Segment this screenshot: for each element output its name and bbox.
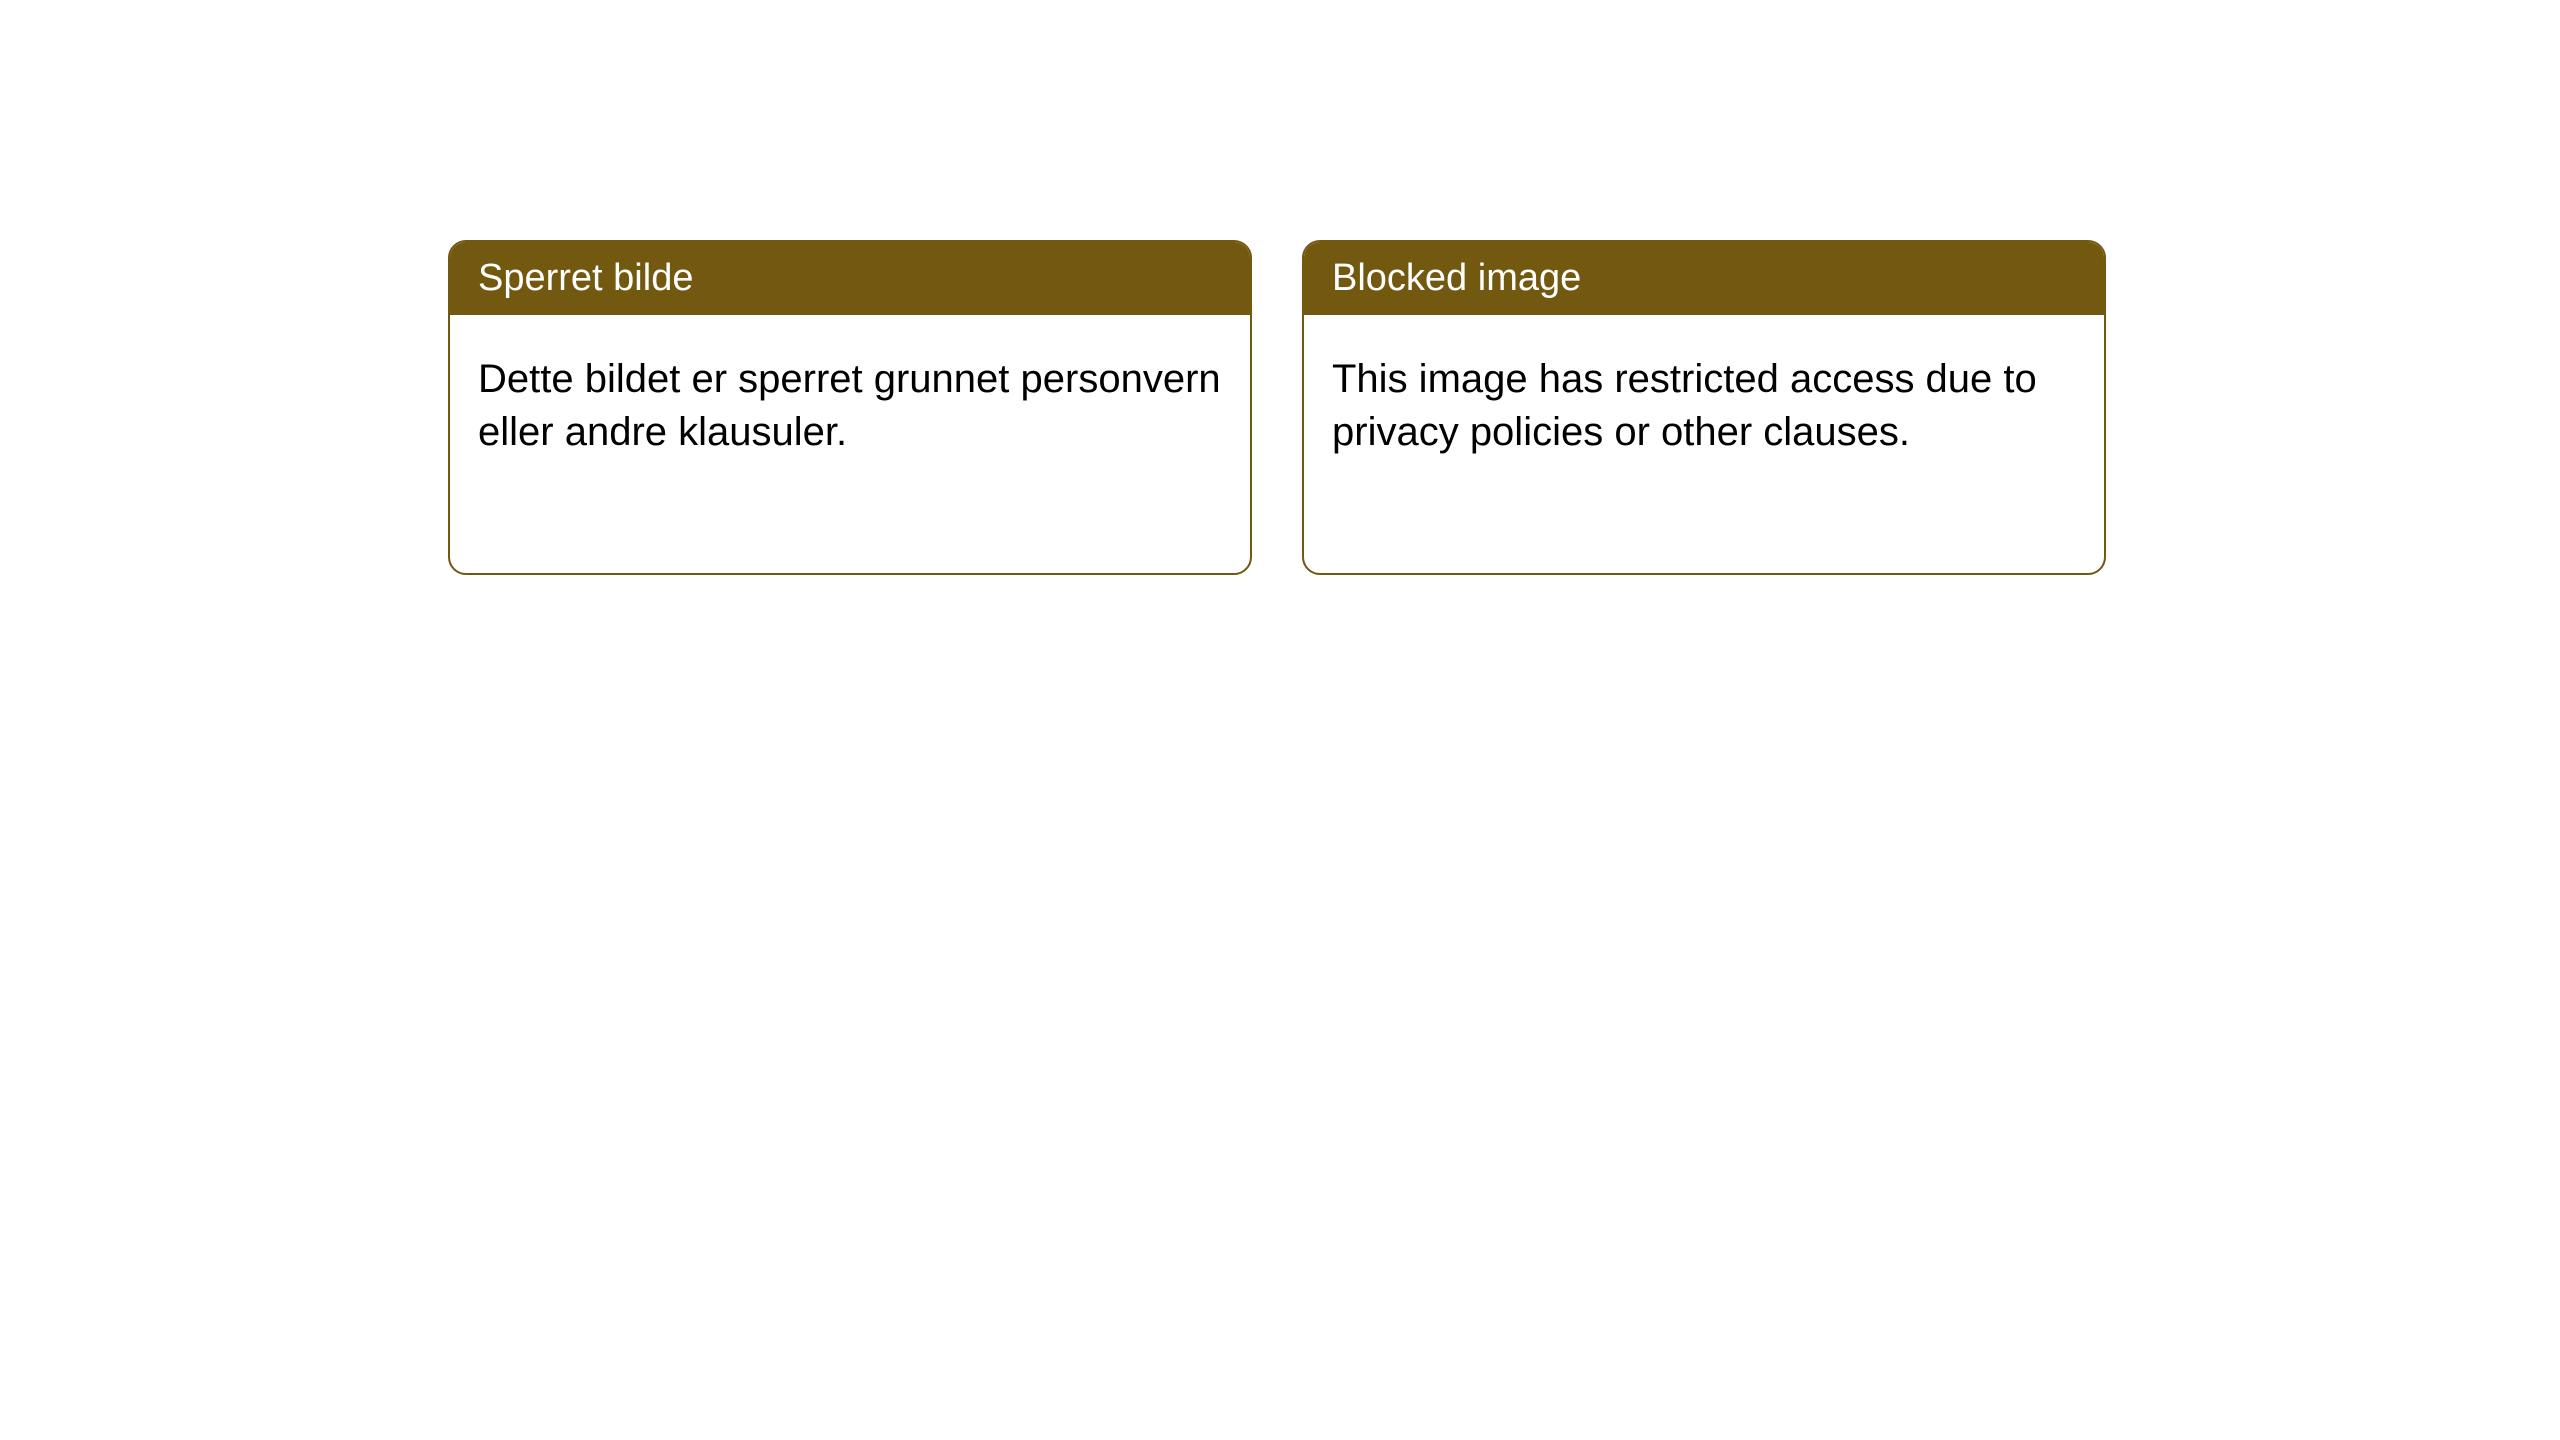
card-body: This image has restricted access due to …	[1304, 315, 2104, 497]
blocked-image-card-norwegian: Sperret bilde Dette bildet er sperret gr…	[448, 240, 1252, 575]
blocked-image-card-english: Blocked image This image has restricted …	[1302, 240, 2106, 575]
card-body: Dette bildet er sperret grunnet personve…	[450, 315, 1250, 497]
card-title: Sperret bilde	[450, 242, 1250, 315]
cards-container: Sperret bilde Dette bildet er sperret gr…	[0, 0, 2560, 575]
card-title: Blocked image	[1304, 242, 2104, 315]
